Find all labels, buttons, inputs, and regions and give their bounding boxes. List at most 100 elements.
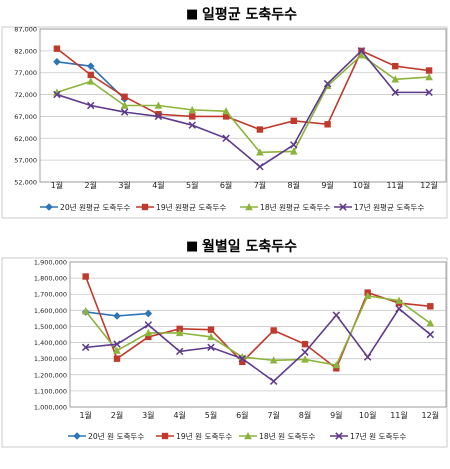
x-tick-label: 10월 [353, 180, 371, 190]
data-point [323, 79, 332, 88]
chart1-title-bullet: ■ [186, 7, 198, 22]
data-point [175, 347, 184, 356]
x-tick-label: 9월 [330, 410, 342, 420]
data-point [176, 325, 183, 333]
data-point [425, 67, 433, 74]
series-line [85, 307, 431, 383]
legend-label: 18년 원평균 도축두수 [260, 202, 330, 212]
x-tick-label: 2월 [85, 180, 97, 190]
y-tick-label: 87,000 [14, 26, 37, 34]
x-tick-label: 4월 [152, 180, 164, 190]
y-tick-label: 1,500,000 [34, 323, 67, 331]
series-line [56, 54, 430, 154]
data-point [256, 148, 264, 156]
series-line [56, 49, 430, 168]
data-point [81, 343, 90, 352]
data-point [82, 273, 89, 280]
data-point [426, 319, 435, 327]
data-point [332, 311, 341, 319]
data-point [426, 330, 435, 339]
y-tick-label: 82,000 [14, 47, 37, 55]
data-point [120, 101, 129, 109]
data-point [269, 377, 278, 385]
data-point [363, 291, 372, 300]
data-point [269, 356, 278, 364]
data-point [113, 346, 121, 354]
legend-label: 20년 원평균 도축두수 [60, 202, 130, 212]
legend-marker [141, 203, 149, 211]
x-tick-label: 1월 [51, 180, 63, 190]
data-point [144, 309, 153, 318]
y-tick-label: 67,000 [14, 113, 37, 121]
data-point [222, 134, 230, 143]
x-tick-label: 9월 [321, 180, 333, 190]
legend-marker [73, 432, 81, 440]
x-tick-label: 8월 [299, 410, 311, 420]
data-point [53, 88, 61, 96]
data-point [154, 101, 163, 109]
x-tick-label: 5월 [205, 410, 217, 420]
x-tick-label: 11월 [386, 180, 404, 190]
data-point [301, 348, 309, 356]
data-point [395, 296, 403, 304]
y-tick-label: 1,600,000 [34, 307, 67, 315]
data-point [144, 328, 153, 337]
data-point [363, 353, 372, 361]
chart-frame [1, 26, 448, 219]
data-point [87, 71, 94, 79]
y-tick-label: 1,000,000 [34, 404, 67, 412]
data-point [155, 111, 162, 118]
data-point [145, 333, 152, 341]
x-tick-label: 5월 [186, 180, 198, 190]
data-point [270, 327, 277, 334]
plot-area-border [39, 28, 447, 183]
legend-marker [335, 432, 343, 440]
data-point [239, 358, 246, 366]
x-tick-label: 3월 [142, 410, 154, 420]
legend-label: 19년 원 도축두수 [176, 431, 232, 441]
data-point [290, 117, 297, 124]
series-line [85, 294, 431, 367]
x-tick-label: 10월 [359, 410, 377, 420]
y-tick-label: 72,000 [14, 91, 37, 99]
data-point [256, 126, 264, 133]
data-point [53, 57, 61, 66]
data-point [357, 47, 366, 55]
data-point [207, 332, 215, 341]
series-line [84, 276, 431, 370]
data-point [222, 113, 230, 120]
x-tick-label: 1월 [79, 410, 91, 420]
chart2-plot: 1,900,000 1,800,000 1,700,000 1,600,000 1,50… [1, 257, 448, 448]
data-point [86, 77, 95, 85]
data-point [425, 73, 433, 81]
chart2-title-group: ■ 월별일 도축두수 [186, 238, 297, 255]
y-tick-label: 77,000 [14, 69, 37, 77]
data-point [154, 112, 163, 121]
legend-label: 19년 원평균 도축두수 [156, 202, 226, 212]
data-point [395, 304, 403, 313]
chart2-title-bullet: ■ [186, 239, 198, 254]
x-tick-label: 7월 [267, 410, 279, 420]
data-point [189, 113, 196, 120]
chart1-plot: 87,000 82,000 77,000 72,000 67,000 62,000 57,0… [1, 26, 448, 219]
y-tick-label: 1,400,000 [34, 339, 67, 347]
y-tick-label: 1,200,000 [34, 371, 67, 379]
data-point [427, 303, 434, 310]
legend-label: 20년 원 도축두수 [88, 431, 144, 441]
data-point [238, 354, 247, 363]
data-point [53, 90, 61, 99]
data-point [332, 361, 341, 369]
y-tick-label: 52,000 [14, 179, 37, 187]
series-line [56, 48, 430, 131]
data-point [289, 147, 298, 155]
data-point [113, 312, 121, 320]
data-point [333, 365, 340, 372]
x-tick-label: 11월 [390, 410, 408, 420]
data-point [207, 343, 215, 352]
x-tick-label: 4월 [173, 410, 185, 420]
data-point [175, 328, 184, 337]
data-point [391, 88, 399, 97]
data-point [301, 340, 309, 348]
data-point [144, 321, 153, 329]
x-tick-label: 6월 [236, 410, 248, 420]
